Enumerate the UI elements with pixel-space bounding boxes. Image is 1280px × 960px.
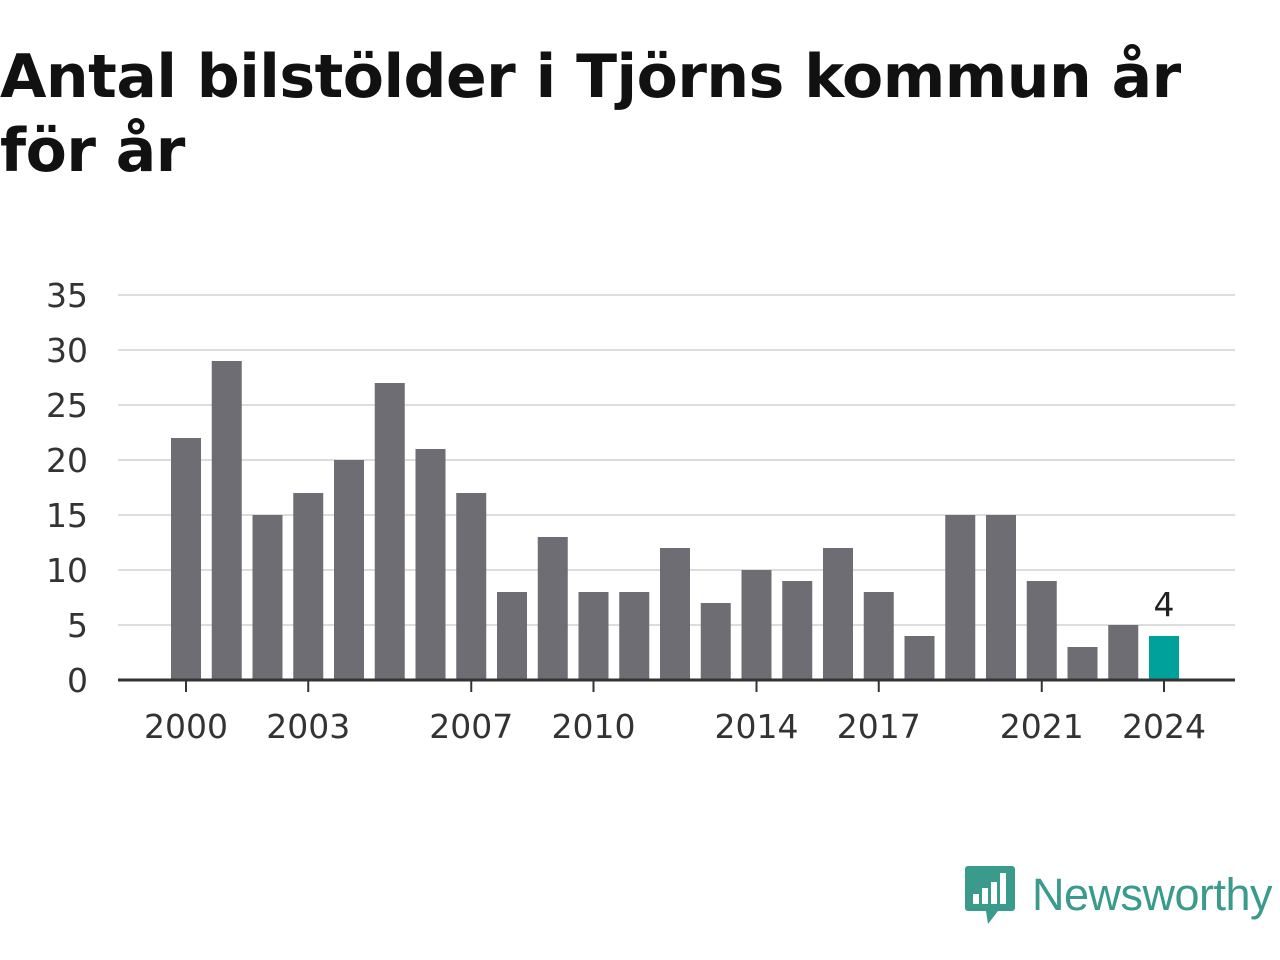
bars [171, 361, 1179, 680]
y-tick-label: 20 [46, 441, 88, 480]
y-tick-label: 0 [67, 661, 88, 700]
y-tick-label: 15 [46, 496, 88, 535]
bar-2013 [700, 603, 731, 680]
y-tick-label: 10 [46, 551, 88, 590]
bar-2003 [293, 493, 324, 680]
x-axis: 2000 2003 2007 2010 2014 2017 2021 2024 [118, 678, 1235, 746]
bar-2014 [741, 570, 772, 680]
bar-2002 [252, 515, 283, 680]
x-tick-label: 2010 [552, 707, 636, 746]
bar-2001 [211, 361, 242, 680]
bar-2016 [823, 548, 853, 680]
x-tick-label: 2000 [144, 707, 228, 746]
data-labels: 4 [1154, 585, 1175, 624]
bar-2007 [456, 493, 487, 680]
bar-2009 [537, 537, 568, 680]
bar-2017 [863, 592, 894, 680]
y-tick-label: 25 [46, 386, 88, 425]
brand: Newsworthy [964, 862, 1273, 928]
x-tick-label: 2024 [1122, 707, 1206, 746]
y-axis-ticks: 0 5 10 15 20 25 30 35 [46, 276, 88, 700]
bar-2006 [415, 449, 446, 680]
x-tick-label: 2003 [266, 707, 350, 746]
y-tick-label: 30 [46, 331, 88, 370]
y-tick-label: 35 [46, 276, 88, 315]
bar-2022 [1067, 647, 1098, 680]
bar-2004 [334, 460, 364, 680]
bar-chart-speech-bubble-icon [965, 866, 1015, 924]
bar-2018 [904, 636, 935, 680]
bar-2008 [497, 592, 527, 680]
x-tick-label: 2017 [837, 707, 921, 746]
bar-2011 [619, 592, 650, 680]
bar-2019 [945, 515, 976, 680]
chart-title: Antal bilstölder i Tjörns kommun år för … [0, 42, 1181, 186]
bar-2005 [374, 383, 405, 680]
bar-2023 [1108, 625, 1139, 680]
x-tick-label: 2007 [429, 707, 513, 746]
x-tick-label: 2021 [1000, 707, 1084, 746]
brand-name: Newsworthy [1032, 869, 1273, 920]
bar-2024 [1149, 636, 1179, 680]
data-label-highlight: 4 [1154, 585, 1175, 624]
bar-2020 [986, 515, 1016, 680]
bar-2010 [578, 592, 609, 680]
bar-2021 [1026, 581, 1057, 680]
bar-2012 [660, 548, 690, 680]
y-tick-label: 5 [67, 606, 88, 645]
x-tick-label: 2014 [715, 707, 799, 746]
bar-2000 [171, 438, 201, 680]
bar-2015 [782, 581, 813, 680]
